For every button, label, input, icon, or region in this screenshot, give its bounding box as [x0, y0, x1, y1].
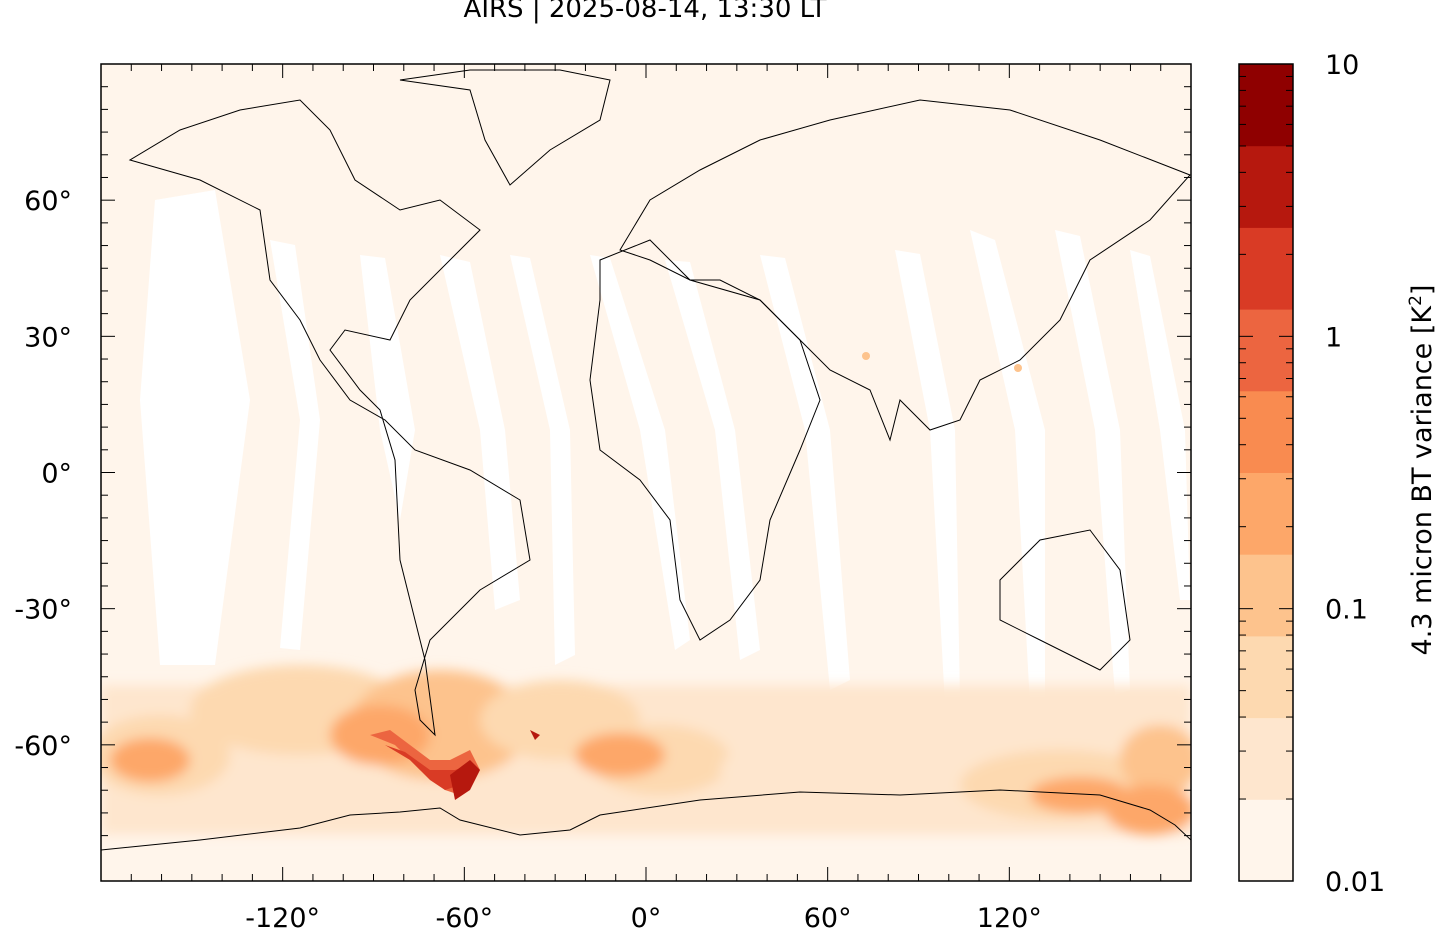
colorbar-tick-labels: 10 1 0.1 0.01: [1325, 50, 1385, 898]
map-title: AIRS | 2025-08-14, 13:30 LT: [463, 0, 827, 24]
colorbar-tick-label: 0.01: [1325, 867, 1385, 898]
x-tick-label: 60°: [804, 903, 852, 930]
colorbar-tick-label: 1: [1325, 322, 1342, 353]
colorbar-bin: [1239, 227, 1293, 310]
colorbar-bin: [1239, 64, 1293, 147]
y-tick-label: 60°: [24, 186, 72, 217]
map-tick-labels: -120° -60° 0° 60° 120° 60° 30° 0° -30° -60°: [14, 186, 1041, 930]
colorbar-label: 4.3 micron BT variance [K2]: [1406, 284, 1438, 656]
y-tick-label: -60°: [14, 731, 72, 762]
colorbar-bin: [1239, 145, 1293, 228]
y-tick-label: -30°: [14, 595, 72, 626]
x-tick-label: -120°: [245, 903, 320, 930]
colorbar-bin: [1239, 390, 1293, 473]
colorbar-bin: [1239, 635, 1293, 719]
variance-field: [101, 352, 1191, 835]
map-axes: [101, 64, 1191, 881]
y-tick-label: 30°: [24, 322, 72, 353]
y-tick-label: 0°: [41, 459, 72, 490]
colorbar-bin: [1239, 309, 1293, 392]
coastlines: [101, 69, 1191, 851]
colorbar: [1238, 63, 1294, 882]
x-tick-label: 120°: [977, 903, 1042, 930]
colorbar-tick-label: 10: [1325, 50, 1359, 81]
colorbar-bin: [1239, 554, 1293, 637]
map-content: [101, 69, 1191, 851]
colorbar-bin: [1239, 799, 1293, 882]
colorbar-bin: [1239, 472, 1293, 555]
colorbar-ticks: [1239, 75, 1293, 882]
swath-gaps: [140, 190, 1190, 705]
colorbar-tick-label: 0.1: [1325, 595, 1368, 626]
colorbar-frame: [1238, 63, 1294, 882]
x-tick-label: 0°: [631, 903, 662, 930]
x-tick-label: -60°: [436, 903, 494, 930]
colorbar-bin: [1239, 717, 1293, 800]
